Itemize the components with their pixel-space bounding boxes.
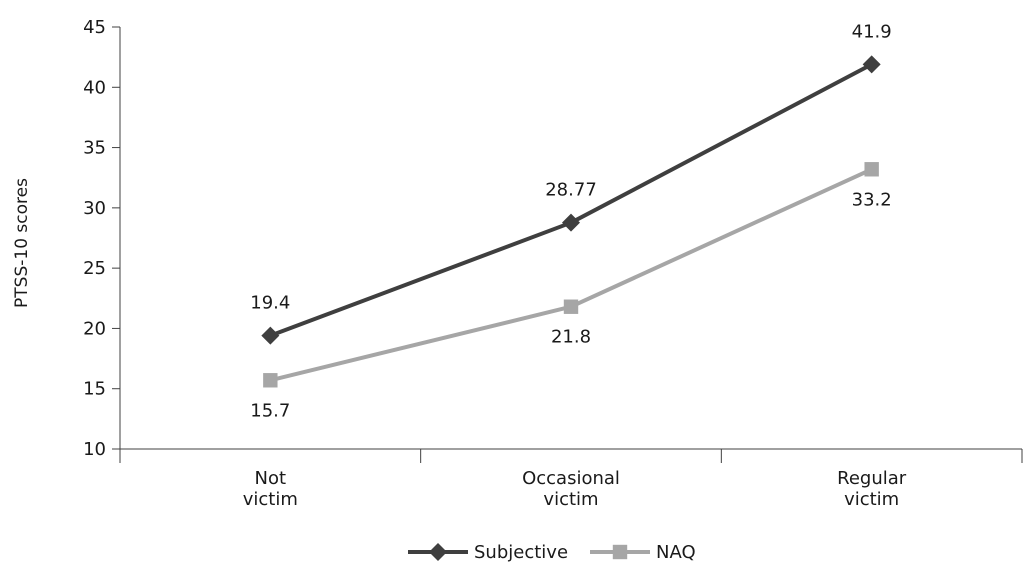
- x-tick-label: Occasional victim: [522, 468, 620, 510]
- y-tick-label: 10: [83, 439, 106, 460]
- legend-label: NAQ: [656, 542, 696, 563]
- legend-marker: [429, 543, 447, 561]
- y-tick-label: 40: [83, 77, 106, 98]
- data-point: [263, 373, 278, 388]
- data-point: [862, 55, 881, 74]
- x-tick-label-line: victim: [844, 489, 899, 510]
- legend-marker: [612, 544, 628, 560]
- data-point: [563, 299, 579, 314]
- data-label: 19.4: [250, 293, 290, 314]
- x-tick-label: Regular victim: [837, 468, 907, 510]
- y-tick-label: 45: [83, 17, 106, 38]
- x-tick-label: Not victim: [243, 468, 298, 510]
- series-naq: [263, 162, 879, 388]
- data-label: 15.7: [250, 400, 290, 421]
- legend-item-subjective: Subjective: [408, 542, 568, 563]
- data-label: 21.8: [551, 327, 591, 348]
- legend: Subjective NAQ: [408, 542, 696, 563]
- data-point: [562, 213, 580, 232]
- data-label: 33.2: [852, 189, 892, 210]
- x-tick-label-line: victim: [543, 489, 598, 510]
- data-labels: 19.4 28.77 41.9 15.7 21.8 33.2: [250, 21, 891, 421]
- x-tick-label-line: Regular: [837, 468, 907, 489]
- series-line: [269, 167, 873, 383]
- x-tick-label-line: victim: [243, 489, 298, 510]
- y-axis-title: PTSS-10 scores: [12, 178, 32, 308]
- data-point: [864, 162, 879, 177]
- legend-item-naq: NAQ: [590, 542, 696, 563]
- y-tick-label: 15: [83, 379, 106, 400]
- y-tick-label: 30: [83, 198, 106, 219]
- y-tick-label: 35: [83, 138, 106, 159]
- series-subjective: [261, 55, 881, 345]
- data-point: [261, 326, 280, 345]
- series-layer: [261, 55, 881, 388]
- data-label: 28.77: [545, 180, 597, 201]
- y-tick-label: 20: [83, 318, 106, 339]
- x-tick-label-line: Occasional: [522, 468, 620, 489]
- legend-label: Subjective: [474, 542, 568, 563]
- y-tick-label: 25: [83, 258, 106, 279]
- x-tick-label-line: Not: [255, 468, 287, 489]
- data-label: 41.9: [852, 21, 892, 42]
